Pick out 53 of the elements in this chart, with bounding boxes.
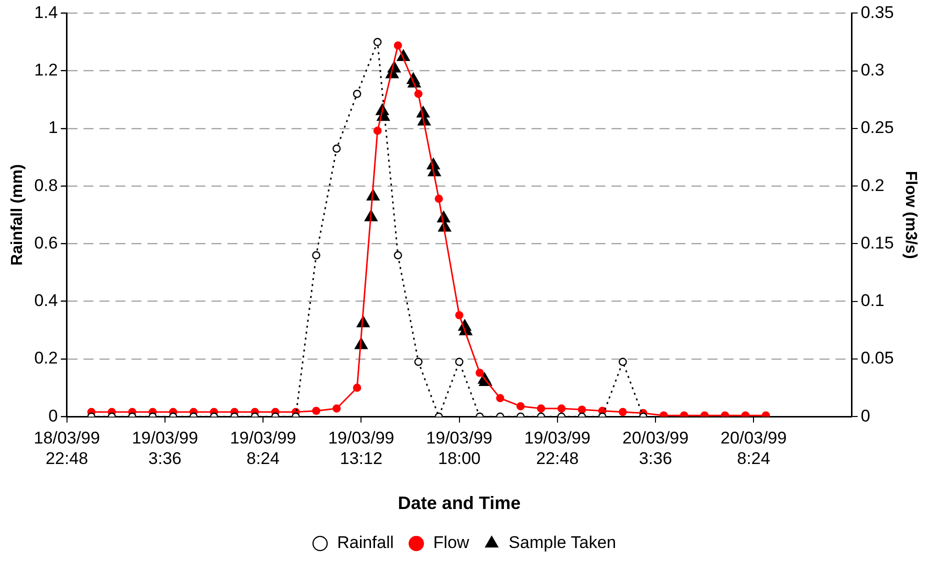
y-tick-label: 0 — [48, 406, 58, 426]
y2-tick-label: 0.1 — [860, 291, 884, 310]
point — [557, 404, 566, 413]
point — [618, 358, 627, 366]
y-tick-label: 0.2 — [34, 348, 58, 368]
y-tick-label: 1.2 — [34, 60, 58, 80]
y-tick-label: 0.6 — [34, 233, 58, 252]
point — [455, 358, 464, 366]
x-tick-label: 19/03/99 13:12 — [328, 428, 394, 468]
y-tick-label: 1 — [48, 118, 58, 138]
y2-tick-label: 0.15 — [860, 233, 894, 252]
x-tick-label: 19/03/99 18:00 — [426, 428, 492, 468]
y-tick-label: 0.8 — [34, 176, 58, 195]
y2-tick-label: 0.35 — [860, 2, 894, 22]
x-tick-label: 19/03/99 3:36 — [132, 428, 198, 468]
x-tick-label: 18/03/99 22:48 — [34, 428, 100, 468]
point — [762, 411, 770, 417]
legend-label: Rainfall — [337, 533, 394, 552]
point — [496, 394, 504, 402]
y2-tick-label: 0.05 — [860, 348, 894, 368]
point — [373, 38, 382, 46]
y2-tick-label: 0.2 — [860, 176, 884, 195]
legend-label: Sample Taken — [508, 533, 616, 552]
point — [394, 251, 402, 260]
x-tick-label: 19/03/99 8:24 — [230, 428, 296, 468]
y2-tick-label: 0 — [860, 406, 870, 426]
point — [352, 90, 362, 98]
y2-tick-label: 0.3 — [860, 60, 884, 80]
y2-tick-label: 0.25 — [860, 118, 894, 138]
point — [660, 411, 668, 417]
point — [352, 384, 362, 392]
legend-label: Flow — [433, 533, 470, 552]
point — [536, 404, 546, 413]
point — [312, 251, 320, 260]
x-tick-label: 20/03/99 8:24 — [720, 428, 787, 468]
point — [618, 408, 627, 416]
y-axis-title: Rainfall (mm) — [9, 164, 26, 266]
point — [312, 406, 320, 415]
y2-axis-title: Flow (m3/s) — [902, 170, 919, 259]
point — [434, 194, 443, 203]
x-tick-label: 19/03/99 22:48 — [524, 428, 590, 468]
point — [476, 368, 484, 377]
x-tick-label: 20/03/99 3:36 — [622, 428, 689, 468]
y-tick-label: 1.4 — [34, 2, 58, 22]
point — [680, 411, 688, 417]
point — [578, 406, 586, 414]
point — [414, 358, 422, 366]
point — [455, 311, 464, 320]
x-axis-title: Date and Time — [398, 493, 521, 514]
point — [332, 144, 341, 153]
point — [516, 402, 525, 410]
y-tick-label: 0.4 — [34, 291, 58, 310]
point — [332, 404, 341, 413]
